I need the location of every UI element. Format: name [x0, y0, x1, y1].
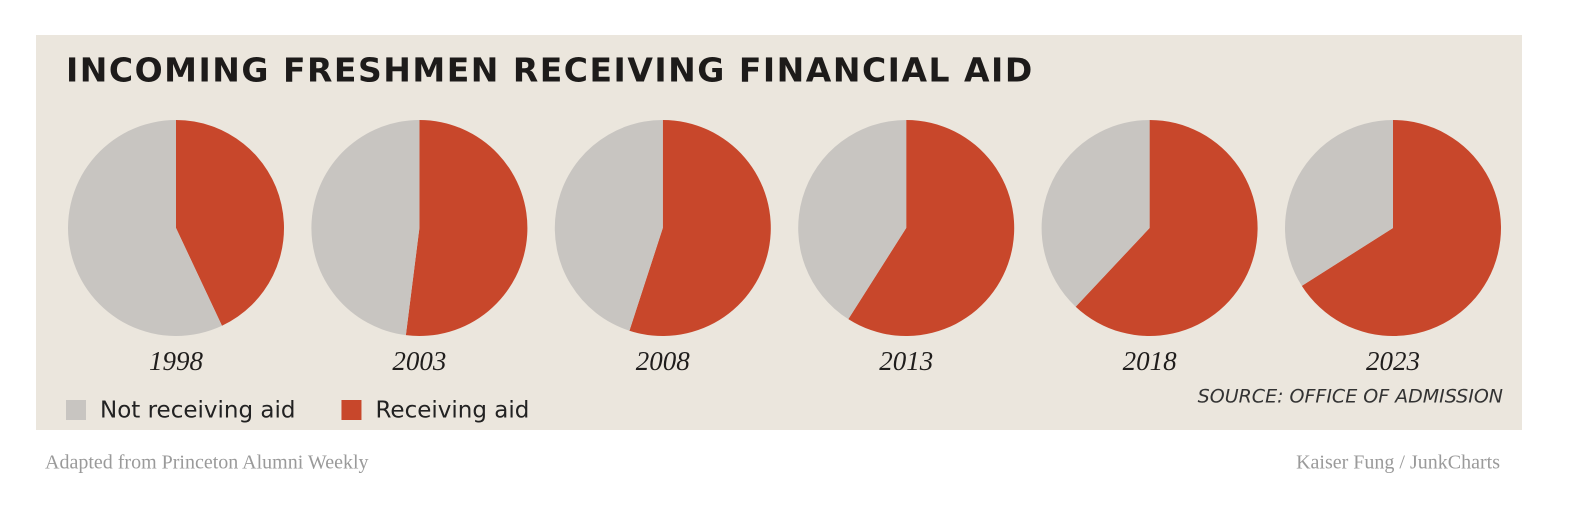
pie-label: 2003	[392, 346, 446, 376]
pie-slice	[848, 120, 1015, 336]
note: Adapted from Princeton Alumni Weekly	[45, 452, 369, 474]
legend-swatch	[341, 400, 362, 420]
pie-label: 1998	[149, 346, 204, 376]
pie-slice	[1285, 120, 1393, 286]
credit: Kaiser Fung / JunkCharts	[1296, 452, 1500, 474]
pie-slice	[1041, 120, 1150, 307]
pie-slice	[311, 120, 420, 336]
pie-slice	[67, 120, 222, 336]
legend-swatch	[66, 400, 86, 420]
pie-slice	[176, 120, 284, 326]
pie-slice	[1075, 120, 1258, 336]
pie-slice	[554, 120, 663, 331]
legend-label: Not receiving aid	[100, 398, 295, 424]
pie-slice	[798, 120, 907, 320]
chart-title: INCOMING FRESHMEN RECEIVING FINANCIAL AI…	[66, 51, 1034, 90]
pie-label: 2023	[1366, 346, 1420, 376]
pie-label: 2008	[636, 346, 691, 376]
legend-label: Receiving aid	[375, 398, 529, 424]
pie-slice	[629, 120, 771, 336]
source: SOURCE: OFFICE OF ADMISSION	[1198, 386, 1503, 408]
pie-label: 2018	[1123, 346, 1178, 376]
pie-label: 2013	[879, 346, 933, 376]
pie-slice	[405, 120, 528, 336]
pie-slice	[1301, 120, 1501, 337]
